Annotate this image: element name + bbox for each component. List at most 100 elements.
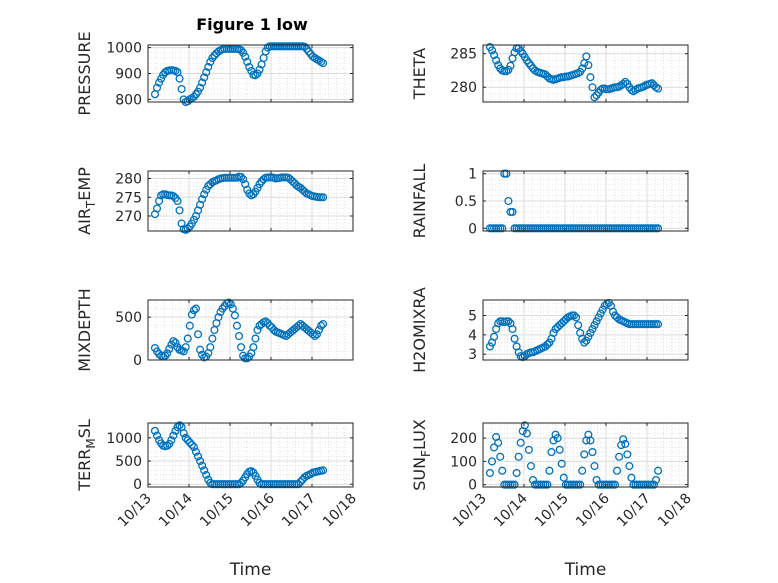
data-point <box>251 334 260 343</box>
data-point <box>615 82 624 91</box>
data-point <box>485 468 495 478</box>
data-point <box>239 175 248 184</box>
data-point <box>175 74 184 83</box>
y-tick-label: 3 <box>468 347 477 363</box>
y-axis-label: RAINFALL <box>410 164 429 239</box>
data-point <box>198 195 207 204</box>
data-point <box>179 347 188 356</box>
data-point <box>586 73 595 82</box>
data-point <box>177 84 186 94</box>
y-tick-label: 280 <box>115 172 142 188</box>
y-axis-label: AIRTEMP <box>75 167 98 235</box>
data-point <box>226 300 235 309</box>
data-point <box>494 438 503 447</box>
data-point <box>654 84 663 93</box>
data-point <box>152 204 162 213</box>
data-point <box>319 59 328 68</box>
y-tick-label: 0 <box>133 477 142 493</box>
data-point <box>574 69 583 78</box>
data-point <box>610 480 620 489</box>
data-point <box>237 343 246 352</box>
data-point <box>179 429 188 438</box>
data-point <box>496 452 505 461</box>
data-point <box>490 443 499 452</box>
data-point <box>185 321 194 330</box>
data-point <box>230 311 239 320</box>
y-tick-label: 0 <box>468 478 477 494</box>
y-tick-label: 0 <box>133 353 142 369</box>
y-tick-label: 500 <box>115 310 142 326</box>
data-point <box>598 305 607 314</box>
y-tick-label: 270 <box>115 209 142 225</box>
data-point <box>549 328 558 337</box>
data-point <box>623 450 632 459</box>
subplot-5: 0 500 MIXDEPTH <box>75 288 354 372</box>
data-point <box>615 452 624 461</box>
y-axis-label: H2OMIXRA <box>410 287 429 373</box>
data-point <box>580 338 589 347</box>
data-point <box>576 480 585 489</box>
x-tick-label: 10/15 <box>532 491 572 531</box>
data-point <box>582 336 591 345</box>
data-point <box>181 343 190 352</box>
data-point <box>555 445 564 454</box>
data-point <box>169 431 178 440</box>
data-point <box>647 79 656 88</box>
subplot-6: 3 4 5 H2OMIXRA <box>410 287 689 373</box>
data-point <box>506 61 515 70</box>
axes-box <box>147 422 354 488</box>
data-point <box>261 317 270 326</box>
y-tick-label: 0.5 <box>455 194 477 210</box>
data-point <box>487 46 497 55</box>
data-point <box>580 450 589 459</box>
data-point <box>508 207 517 216</box>
y-tick-label: 275 <box>115 190 142 206</box>
y-axis-label: SUNFLUX <box>410 419 433 491</box>
data-point <box>502 67 511 76</box>
data-point <box>569 311 579 320</box>
data-point <box>243 57 252 66</box>
data-point <box>613 466 622 475</box>
y-tick-label: 4 <box>468 328 477 344</box>
data-point <box>584 61 593 70</box>
data-point <box>165 344 174 353</box>
data-point <box>237 172 246 182</box>
data-point <box>175 206 184 215</box>
data-point <box>253 325 262 335</box>
data-point <box>528 475 538 485</box>
data-point <box>596 309 605 318</box>
data-point <box>173 196 182 206</box>
data-point <box>208 334 217 343</box>
data-point <box>572 313 581 322</box>
axes-background <box>483 300 688 360</box>
data-point <box>189 443 198 452</box>
data-point <box>510 480 519 489</box>
x-tick-label: 10/17 <box>614 491 654 531</box>
data-point <box>545 466 554 475</box>
data-point <box>312 330 321 339</box>
data-point <box>592 475 601 485</box>
data-point <box>504 196 513 206</box>
data-point <box>586 436 595 445</box>
data-point <box>294 480 303 489</box>
data-point <box>619 79 628 88</box>
data-point <box>522 429 531 438</box>
y-tick-label: 1000 <box>106 431 142 447</box>
data-point <box>319 193 328 202</box>
data-point <box>502 169 511 178</box>
data-point <box>574 321 583 330</box>
data-point <box>193 87 203 96</box>
y-tick-label: 100 <box>450 454 477 470</box>
data-point <box>490 51 499 60</box>
data-point <box>206 57 215 66</box>
x-tick-label: 10/18 <box>320 491 360 531</box>
data-point <box>200 73 209 82</box>
data-point <box>193 452 203 461</box>
subplot-2: 280 285 THETA <box>410 42 689 103</box>
data-point <box>588 83 597 92</box>
data-point <box>185 438 194 447</box>
data-point <box>300 187 309 196</box>
data-point <box>651 83 661 92</box>
data-point <box>171 338 180 347</box>
